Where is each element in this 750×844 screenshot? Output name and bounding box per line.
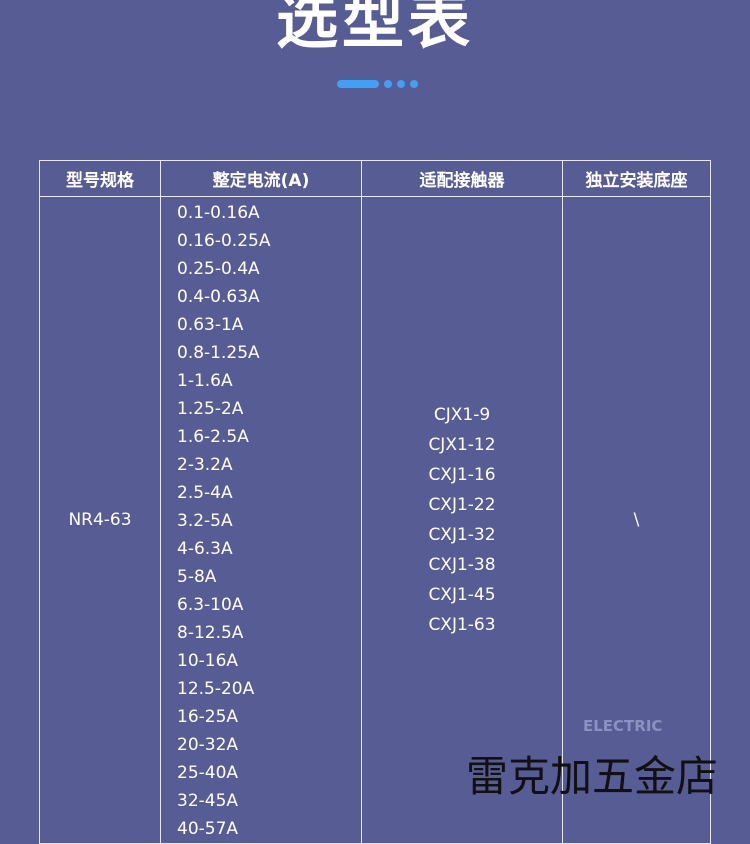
- dot: [384, 80, 392, 88]
- contactor-model: CJX1-12: [428, 435, 496, 455]
- contactor-model: CXJ1-22: [428, 495, 496, 515]
- current-range: 10-16A: [177, 651, 239, 671]
- header-model: 型号规格: [39, 160, 161, 197]
- table-row: NR4-63 0.1-0.16A 0.16-0.25A 0.25-0.4A 0.4-0…: [39, 196, 711, 844]
- base-cell: \: [562, 196, 711, 844]
- current-range: 1-1.6A: [177, 371, 233, 391]
- current-range: 8-12.5A: [177, 623, 244, 643]
- dot: [410, 80, 418, 88]
- current-range: 32-45A: [177, 791, 239, 811]
- current-range: 0.63-1A: [177, 315, 244, 335]
- header-contactor: 适配接触器: [361, 160, 563, 197]
- header-base: 独立安装底座: [562, 160, 711, 197]
- current-range: 0.1-0.16A: [177, 203, 260, 223]
- current-range: 2.5-4A: [177, 483, 233, 503]
- current-range: 2-3.2A: [177, 455, 233, 475]
- current-range: 25-40A: [177, 763, 239, 783]
- contactor-cell: CJX1-9 CJX1-12 CXJ1-16 CXJ1-22 CXJ1-32 CXJ1-3…: [361, 196, 563, 844]
- current-range: 6.3-10A: [177, 595, 244, 615]
- current-range: 16-25A: [177, 707, 239, 727]
- header-current: 整定电流(A): [160, 160, 362, 197]
- current-range: 0.25-0.4A: [177, 259, 260, 279]
- current-range: 1.25-2A: [177, 399, 244, 419]
- current-range: 5-8A: [177, 567, 217, 587]
- current-range: 0.4-0.63A: [177, 287, 260, 307]
- table-header-row: 型号规格 整定电流(A) 适配接触器 独立安装底座: [39, 160, 711, 197]
- current-cell: 0.1-0.16A 0.16-0.25A 0.25-0.4A 0.4-0.63A 0.6…: [160, 196, 362, 844]
- contactor-model: CXJ1-32: [428, 525, 496, 545]
- contactor-model: CXJ1-45: [428, 585, 496, 605]
- current-range: 4-6.3A: [177, 539, 233, 559]
- page-title: 选型表: [275, 0, 474, 57]
- selection-table: 型号规格 整定电流(A) 适配接触器 独立安装底座 NR4-63 0.1-0.1…: [39, 160, 711, 844]
- current-range: 1.6-2.5A: [177, 427, 249, 447]
- dot: [397, 80, 405, 88]
- contactor-model: CXJ1-38: [428, 555, 496, 575]
- contactor-model: CXJ1-16: [428, 465, 496, 485]
- current-range: 20-32A: [177, 735, 239, 755]
- watermark: 雷克加五金店: [466, 752, 719, 801]
- brand-logo: ELECTRIC: [583, 717, 663, 735]
- contactor-model: CJX1-9: [433, 405, 491, 425]
- current-range: 12.5-20A: [177, 679, 255, 699]
- contactor-model: CXJ1-63: [428, 615, 496, 635]
- model-cell: NR4-63: [39, 196, 161, 844]
- decorative-dots: [337, 80, 418, 88]
- dot-bar: [337, 80, 379, 88]
- current-range: 0.8-1.25A: [177, 343, 260, 363]
- current-range: 40-57A: [177, 819, 239, 839]
- current-range: 3.2-5A: [177, 511, 233, 531]
- current-range: 0.16-0.25A: [177, 231, 271, 251]
